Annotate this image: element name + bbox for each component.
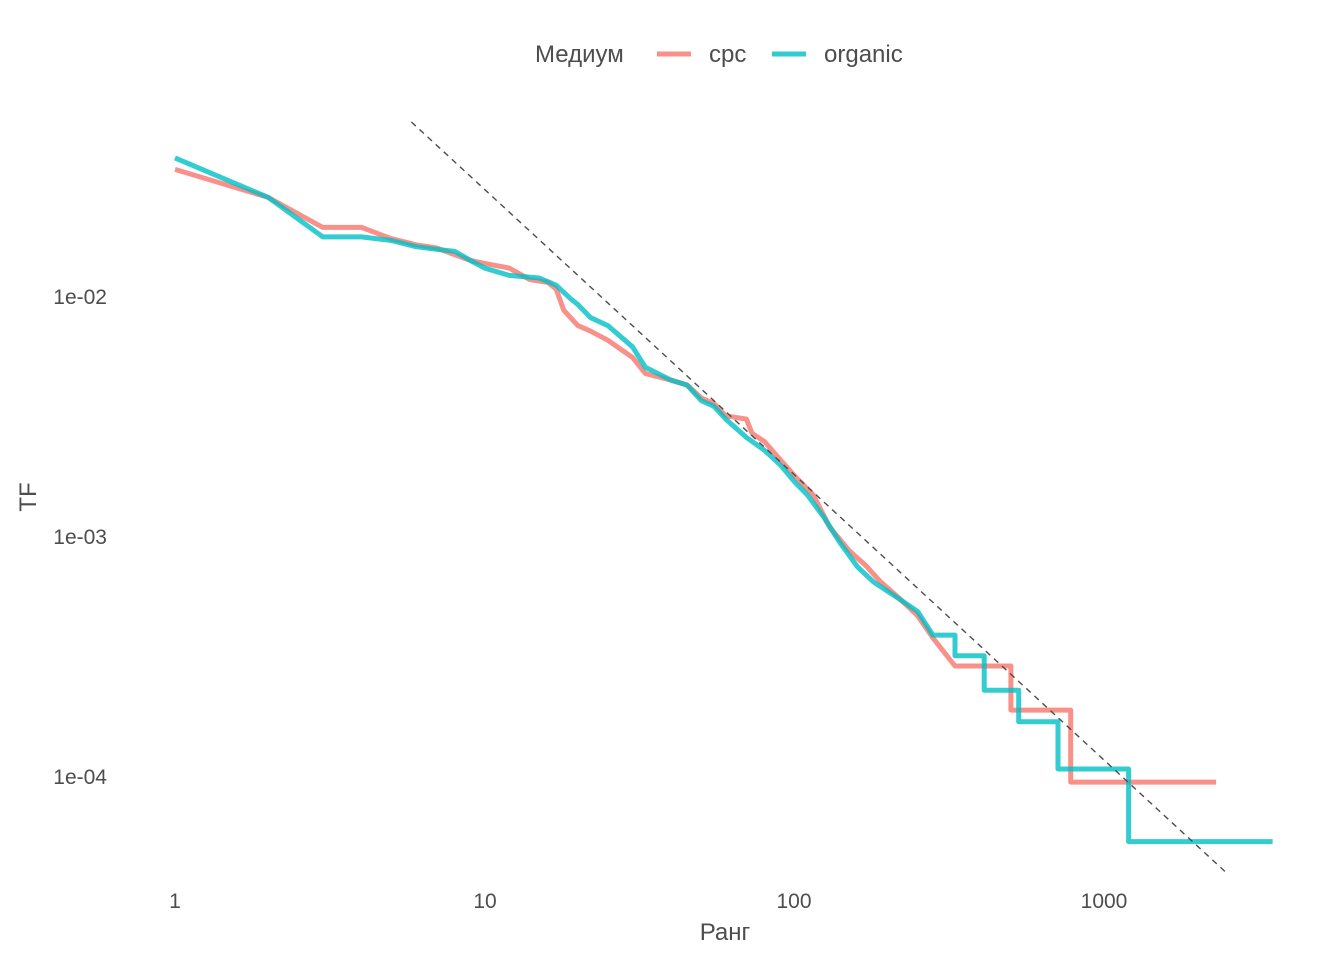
plot-area (174, 121, 1273, 875)
series-layer (174, 155, 1273, 845)
y-tick-label: 1e-02 (53, 286, 107, 309)
y-axis-title: TF (15, 482, 42, 511)
legend-label-organic: organic (824, 41, 903, 68)
x-axis-title: Ранг (700, 919, 751, 946)
x-tick-label: 1 (169, 890, 181, 913)
x-tick-label: 100 (776, 890, 811, 913)
y-axis: 1e-02 1e-03 1e-04 TF (15, 286, 107, 789)
legend-label-cpc: cpc (709, 41, 746, 68)
x-tick-label: 10 (473, 890, 496, 913)
x-axis: 1 10 100 1000 Ранг (169, 890, 1127, 946)
legend-title: Медиум (535, 41, 624, 68)
legend: Медиум cpc organic (535, 41, 903, 68)
x-tick-label: 1000 (1081, 890, 1128, 913)
y-tick-label: 1e-04 (53, 766, 107, 789)
reference-line (410, 121, 1228, 875)
series-line-organic (174, 155, 1273, 845)
y-tick-label: 1e-03 (53, 526, 107, 549)
series-line-cpc (174, 167, 1217, 785)
